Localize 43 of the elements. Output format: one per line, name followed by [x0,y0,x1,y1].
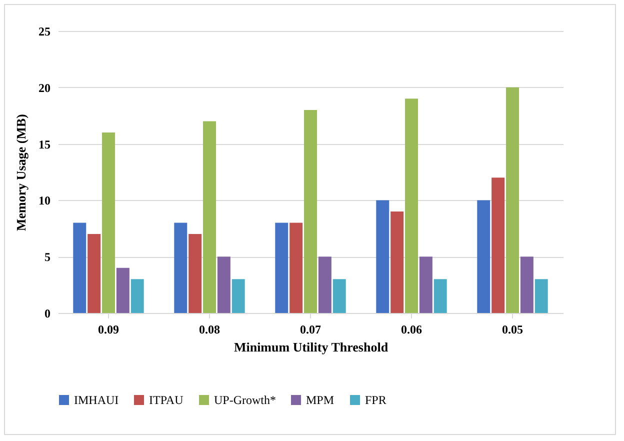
y-axis-title: Memory Usage (MB) [14,114,28,231]
bar [290,222,303,313]
bar [174,222,188,313]
y-tick-label: 15 [38,137,50,152]
y-tick-label: 5 [44,250,50,264]
bar [318,256,332,313]
bar [232,279,245,313]
bar [275,222,288,313]
legend-label: MPM [306,393,334,407]
y-tick-label: 0 [44,306,50,320]
bar [434,279,447,313]
bar [217,256,230,313]
legend-label: ITPAU [149,393,184,407]
bar [102,132,115,313]
legend-label: UP-Growth* [214,393,276,407]
x-tick-label: 0.05 [502,322,523,336]
legend-label: IMHAUI [74,393,119,407]
bar [116,268,130,313]
y-tick-label: 25 [38,24,50,38]
bar [304,110,317,313]
bar [73,222,86,313]
bar [492,178,505,313]
bar [130,279,144,313]
x-tick-label: 0.08 [199,322,220,336]
legend-label: FPR [365,393,386,407]
bar [332,279,346,313]
y-tick-label: 20 [38,80,50,95]
x-tick-label: 0.06 [401,322,422,336]
bar [203,121,216,313]
bar [506,87,519,313]
x-axis-title: Minimum Utility Threshold [234,340,389,354]
y-tick-label: 10 [38,194,50,208]
bar [390,211,404,313]
x-tick-label: 0.09 [98,322,119,336]
bar [520,256,534,313]
bar [419,256,432,313]
bar [477,200,490,313]
bar [405,98,418,313]
bar [534,279,548,313]
bar [376,200,390,313]
x-tick-label: 0.07 [300,322,321,336]
bar [188,234,202,313]
bar [88,234,101,313]
